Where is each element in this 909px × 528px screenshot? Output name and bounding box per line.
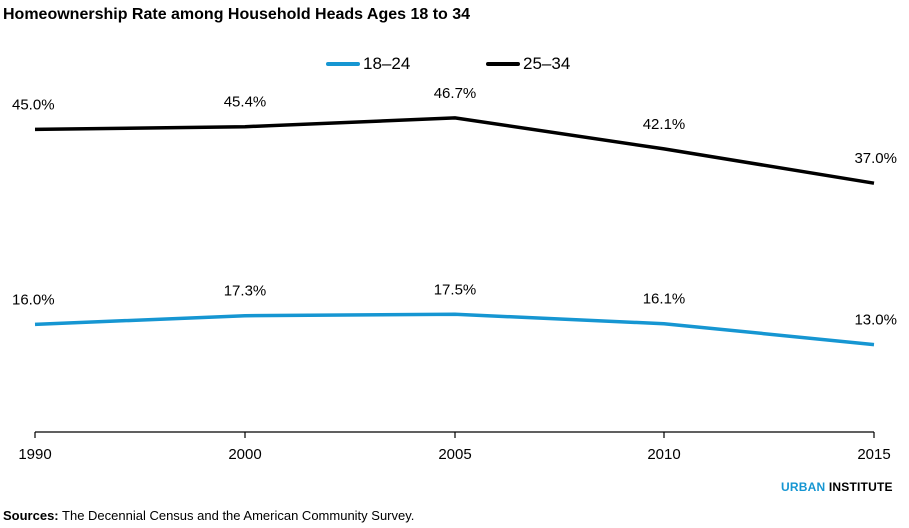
data-label-18-24-2015: 13.0% [854, 312, 897, 329]
legend-label-25-34: 25–34 [523, 54, 571, 73]
data-label-25-34-2010: 42.1% [643, 116, 686, 133]
series-line-18-24 [34, 312, 875, 347]
data-label-18-24-2000: 17.3% [224, 283, 267, 300]
x-tick-label-2000: 2000 [228, 446, 261, 463]
legend-swatch-25-34 [486, 62, 520, 66]
data-label-25-34-2015: 37.0% [854, 150, 897, 167]
sources-note: Sources: The Decennial Census and the Am… [3, 508, 414, 523]
x-tick-label-2010: 2010 [647, 446, 680, 463]
legend-label-18-24: 18–24 [363, 54, 411, 73]
legend-swatch-18-24 [326, 62, 360, 66]
data-label-25-34-2005: 46.7% [434, 85, 477, 102]
data-label-25-34-1990: 45.0% [12, 96, 55, 113]
data-label-18-24-1990: 16.0% [12, 291, 55, 308]
data-label-18-24-2010: 16.1% [643, 291, 686, 308]
data-label-18-24-2005: 17.5% [434, 281, 477, 298]
sources-text: The Decennial Census and the American Co… [58, 508, 415, 523]
x-tick-label-2015: 2015 [857, 446, 890, 463]
chart-legend: 18–24 25–34 [0, 54, 909, 78]
legend-item-18-24: 18–24 [326, 54, 410, 74]
legend-item-25-34: 25–34 [486, 54, 570, 74]
x-tick-label-1990: 1990 [18, 446, 51, 463]
brand-institute: INSTITUTE [825, 480, 893, 494]
x-tick-label-2005: 2005 [438, 446, 471, 463]
sources-label: Sources: [3, 508, 59, 523]
brand-urban: URBAN [781, 480, 826, 494]
urban-institute-logo: URBAN INSTITUTE [781, 480, 893, 494]
chart-title: Homeownership Rate among Household Heads… [3, 6, 471, 23]
series-line-25-34 [34, 116, 875, 185]
data-label-25-34-2000: 45.4% [224, 94, 267, 111]
